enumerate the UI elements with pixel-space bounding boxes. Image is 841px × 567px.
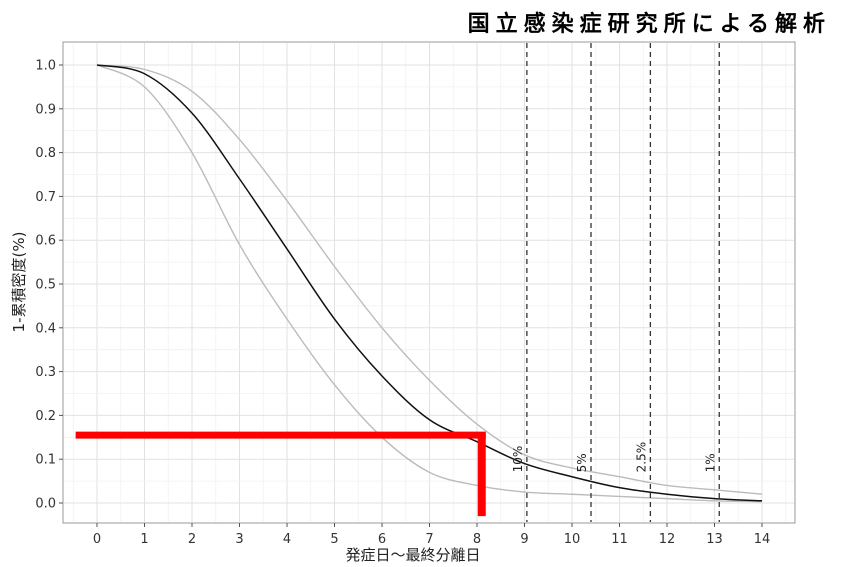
x-tick-label: 2 bbox=[188, 532, 196, 547]
x-tick-label: 5 bbox=[330, 532, 338, 547]
x-tick-label: 12 bbox=[659, 532, 676, 547]
x-axis-title: 発症日〜最終分離日 bbox=[345, 546, 480, 564]
x-tick-label: 7 bbox=[425, 532, 433, 547]
y-axis: 0.0 0.1 0.2 0.3 0.4 0.5 0.6 0.7 0.8 0.9 1.0 bbox=[35, 59, 63, 512]
percentile-lines: 10% 5% 2.5% 1% bbox=[511, 43, 720, 522]
y-axis-title: 1-累積密度(%) bbox=[10, 232, 28, 333]
series-line-estimate bbox=[96, 64, 763, 502]
y-tick-label: 0.7 bbox=[35, 190, 56, 205]
series-lines bbox=[96, 64, 763, 503]
percentile-label: 1% bbox=[703, 453, 717, 472]
y-tick-label: 0.5 bbox=[35, 278, 56, 293]
y-tick-label: 1.0 bbox=[35, 59, 56, 74]
x-tick-label: 3 bbox=[235, 532, 243, 547]
x-tick-label: 9 bbox=[520, 532, 528, 547]
percentile-label: 5% bbox=[575, 453, 589, 472]
x-tick-label: 13 bbox=[706, 532, 723, 547]
y-tick-label: 0.8 bbox=[35, 146, 56, 161]
series-line-lower-bound bbox=[96, 64, 763, 503]
y-tick-label: 0.3 bbox=[35, 365, 56, 380]
x-tick-label: 11 bbox=[611, 532, 628, 547]
x-tick-label: 10 bbox=[564, 532, 581, 547]
y-tick-label: 0.2 bbox=[35, 409, 56, 424]
x-tick-label: 6 bbox=[378, 532, 386, 547]
x-tick-label: 0 bbox=[93, 532, 101, 547]
series-line-upper-bound bbox=[96, 64, 763, 495]
y-tick-label: 0.6 bbox=[35, 234, 56, 249]
percentile-label: 10% bbox=[511, 446, 525, 473]
x-axis: 0 1 2 3 4 5 6 7 8 9 10 11 12 13 14 bbox=[93, 523, 770, 547]
highlight-marker bbox=[75, 431, 486, 517]
x-tick-label: 1 bbox=[140, 532, 148, 547]
y-tick-label: 0.4 bbox=[35, 321, 56, 336]
y-tick-label: 0.1 bbox=[35, 453, 56, 468]
percentile-label: 2.5% bbox=[634, 442, 648, 473]
y-tick-label: 0.9 bbox=[35, 102, 56, 117]
y-tick-label: 0.0 bbox=[35, 497, 56, 512]
x-tick-label: 14 bbox=[754, 532, 771, 547]
grid bbox=[64, 43, 794, 522]
x-tick-label: 8 bbox=[473, 532, 481, 547]
x-tick-label: 4 bbox=[283, 532, 291, 547]
chart-title: 国立感染症研究所による解析 bbox=[467, 12, 831, 37]
